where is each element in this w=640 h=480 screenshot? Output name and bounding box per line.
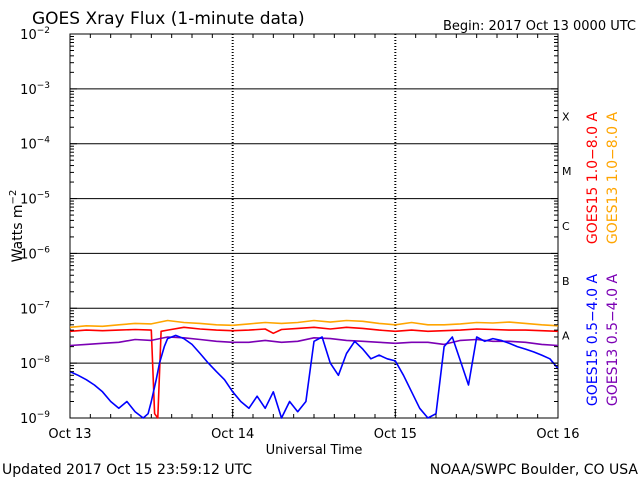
credit-label: NOAA/SWPC Boulder, CO USA bbox=[430, 462, 639, 478]
y-tick-base: 10 bbox=[20, 357, 37, 372]
y-tick-exp: −5 bbox=[37, 191, 50, 201]
legend-entry-1: GOES15 1.0−8.0 A bbox=[585, 112, 601, 245]
y-tick-base: 10 bbox=[20, 193, 37, 208]
x-ticks: Oct 13 Oct 14 Oct 15 Oct 16 bbox=[48, 34, 580, 442]
y-tick-label: 10−3 bbox=[20, 81, 50, 98]
y-tick-base: 10 bbox=[20, 247, 37, 262]
y-axis-label-base: Watts m bbox=[10, 204, 26, 262]
legend-entry-2: GOES13 1.0−8.0 A bbox=[605, 112, 621, 245]
y-tick-exp: −2 bbox=[37, 26, 50, 36]
y-axis-label: Watts m−2 bbox=[8, 190, 26, 263]
y-tick-label: 10−7 bbox=[20, 300, 50, 317]
x-axis-label: Universal Time bbox=[266, 443, 363, 458]
y-tick-exp: −9 bbox=[37, 410, 51, 420]
y-tick-exp: −4 bbox=[37, 136, 51, 146]
y-tick-exp: −8 bbox=[37, 355, 51, 365]
y-ticks: 10−210−310−410−510−610−710−810−9 bbox=[20, 26, 558, 427]
y-tick-label: 10−8 bbox=[20, 355, 50, 372]
flare-class-a: A bbox=[562, 330, 570, 343]
legend: GOES15 1.0−8.0 A GOES13 1.0−8.0 A GOES15 0… bbox=[585, 112, 621, 407]
series-layer bbox=[69, 319, 559, 419]
series-line-1 bbox=[69, 319, 559, 329]
y-tick-label: 10−5 bbox=[20, 191, 50, 208]
flare-class-x: X bbox=[562, 110, 570, 123]
y-tick-exp: −6 bbox=[37, 245, 51, 255]
flare-class-labels: X M C B A bbox=[562, 110, 572, 342]
x-tick-label: Oct 14 bbox=[211, 427, 254, 442]
series-line-4 bbox=[69, 334, 559, 419]
y-tick-base: 10 bbox=[20, 412, 37, 427]
y-tick-label: 10−4 bbox=[20, 136, 50, 153]
flare-class-m: M bbox=[562, 165, 572, 178]
y-tick-base: 10 bbox=[20, 302, 37, 317]
y-axis-label-exp: −2 bbox=[8, 190, 19, 205]
x-tick-label: Oct 16 bbox=[536, 427, 579, 442]
grid bbox=[70, 33, 558, 419]
y-tick-base: 10 bbox=[20, 28, 37, 43]
x-tick-label: Oct 13 bbox=[48, 427, 91, 442]
series-line-2 bbox=[69, 326, 559, 419]
legend-entry-4: GOES13 0.5−4.0 A bbox=[605, 274, 621, 407]
chart-title: GOES Xray Flux (1-minute data) bbox=[32, 9, 305, 29]
y-tick-base: 10 bbox=[20, 138, 37, 153]
plot-frame bbox=[69, 33, 559, 419]
y-tick-label: 10−9 bbox=[20, 410, 50, 427]
updated-label: Updated 2017 Oct 15 23:59:12 UTC bbox=[2, 462, 252, 478]
y-tick-base: 10 bbox=[20, 83, 37, 98]
flare-class-b: B bbox=[562, 275, 570, 288]
flare-class-c: C bbox=[562, 220, 570, 233]
legend-entry-3: GOES15 0.5−4.0 A bbox=[585, 274, 601, 407]
y-tick-exp: −7 bbox=[37, 300, 50, 310]
y-tick-exp: −3 bbox=[37, 81, 50, 91]
y-tick-label: 10−2 bbox=[20, 26, 50, 43]
y-tick-label: 10−6 bbox=[20, 245, 50, 262]
begin-label: Begin: 2017 Oct 13 0000 UTC bbox=[443, 19, 636, 34]
x-tick-label: Oct 15 bbox=[374, 427, 417, 442]
